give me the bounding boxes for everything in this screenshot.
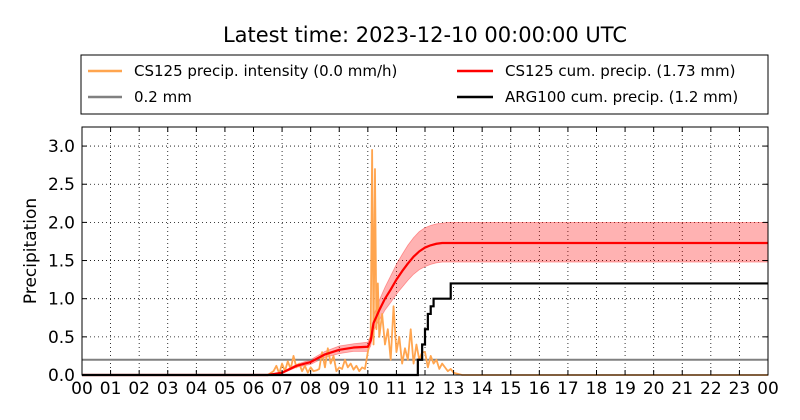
y-axis-label: Precipitation <box>21 198 41 304</box>
legend-box <box>80 54 769 115</box>
y-tick-label: 2.5 <box>48 175 75 195</box>
legend: CS125 precip. intensity (0.0 mm/h) CS125… <box>80 54 769 115</box>
x-tick-label: 02 <box>128 379 150 399</box>
legend-label-arg100: ARG100 cum. precip. (1.2 mm) <box>505 88 738 106</box>
arg100-series-line <box>82 282 768 377</box>
x-tick-label: 15 <box>500 379 522 399</box>
x-tick-label: 01 <box>100 379 122 399</box>
x-tick-label: 04 <box>186 379 208 399</box>
x-tick-label: 09 <box>328 379 350 399</box>
y-tick-label: 2.0 <box>48 213 75 233</box>
x-tick-label: 14 <box>471 379 493 399</box>
x-tick-label: 05 <box>214 379 236 399</box>
x-tick-label: 10 <box>357 379 379 399</box>
x-tick-label: 00 <box>757 379 779 399</box>
y-tick-label: 1.5 <box>48 252 75 272</box>
cumulative-series-line <box>82 241 768 377</box>
x-tick-label: 20 <box>643 379 665 399</box>
x-tick-label: 07 <box>271 379 293 399</box>
x-tick-label: 23 <box>729 379 751 399</box>
x-tick-label: 08 <box>300 379 322 399</box>
y-tick-label: 0.0 <box>48 366 75 386</box>
x-tick-label: 03 <box>157 379 179 399</box>
x-tick-label: 17 <box>557 379 579 399</box>
intensity-series-line <box>82 148 768 376</box>
x-tick-label: 22 <box>700 379 722 399</box>
x-tick-label: 21 <box>671 379 693 399</box>
x-tick-label: 06 <box>243 379 265 399</box>
legend-label-threshold: 0.2 mm <box>134 88 192 106</box>
x-tick-label: 12 <box>414 379 436 399</box>
legend-label-intensity: CS125 precip. intensity (0.0 mm/h) <box>134 62 397 80</box>
chart-title: Latest time: 2023-12-10 00:00:00 UTC <box>223 23 627 47</box>
y-tick-label: 1.0 <box>48 290 75 310</box>
x-tick-label: 16 <box>529 379 551 399</box>
legend-label-cumulative: CS125 cum. precip. (1.73 mm) <box>505 62 735 80</box>
x-tick-label: 13 <box>443 379 465 399</box>
x-tick-label: 19 <box>614 379 636 399</box>
x-tick-label: 00 <box>71 379 93 399</box>
x-tick-label: 11 <box>386 379 408 399</box>
y-tick-label: 3.0 <box>48 137 75 157</box>
y-tick-label: 0.5 <box>48 328 75 348</box>
plot-area: 00 01 02 03 04 05 06 07 08 09 10 11 12 13 14 15 16 17 18 19… <box>48 126 779 399</box>
x-tick-label: 18 <box>586 379 608 399</box>
